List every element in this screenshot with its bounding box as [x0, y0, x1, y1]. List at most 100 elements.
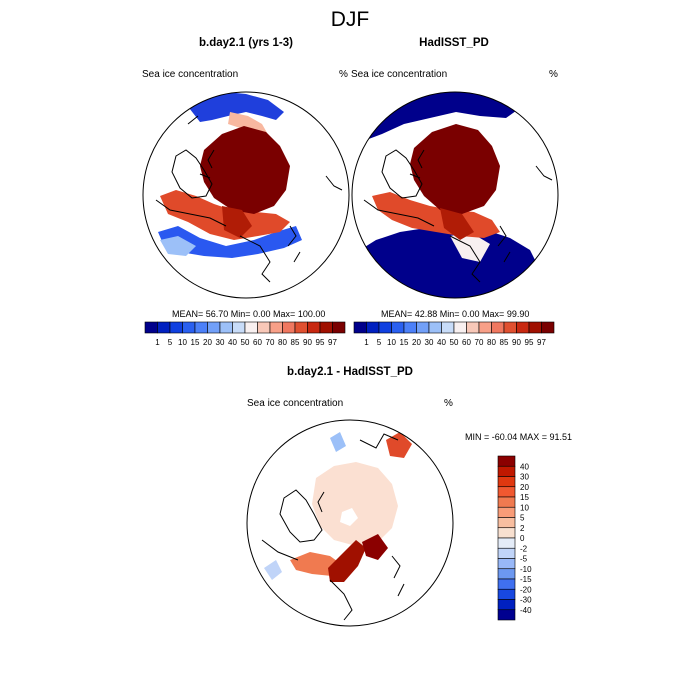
right-colorbar: 1 5 10 15 20 30 40 50 60 70 80 85 90 95 97 — [353, 321, 555, 347]
diff-map-positive-north — [386, 432, 412, 458]
left-colorbar-tick-label: 97 — [328, 338, 337, 347]
right-map-coast-archipelago — [409, 149, 425, 179]
diff-map-coast-siberia — [261, 539, 353, 621]
diff-map — [246, 419, 454, 627]
right-map-coast-siberia — [363, 199, 481, 283]
right-colorbar-box — [503, 321, 517, 334]
left-colorbar-tick-label: 40 — [228, 338, 237, 347]
right-colorbar-tick-label: 85 — [500, 338, 509, 347]
left-colorbar-tick-label: 70 — [266, 338, 275, 347]
left-colorbar-box — [194, 321, 208, 334]
right-colorbar-tick-label: 30 — [425, 338, 434, 347]
left-panel-units-label: % — [339, 69, 348, 80]
left-colorbar-tick-label: 95 — [316, 338, 325, 347]
right-colorbar-box — [453, 321, 467, 334]
right-colorbar-box — [353, 321, 367, 334]
left-colorbar-tick-label: 30 — [216, 338, 225, 347]
right-colorbar-tick-label: 70 — [475, 338, 484, 347]
right-panel-title: HadISST_PD — [419, 37, 489, 49]
left-colorbar-box — [144, 321, 158, 334]
diff-colorbar-box — [497, 465, 516, 477]
diff-colorbar-tick-label: 5 — [520, 514, 525, 523]
right-colorbar-box — [528, 321, 542, 334]
right-colorbar-tick-label: 60 — [462, 338, 471, 347]
right-colorbar-box — [403, 321, 417, 334]
diff-colorbar-box — [497, 486, 516, 498]
right-colorbar-tick-label: 95 — [525, 338, 534, 347]
right-colorbar-tick-label: 50 — [450, 338, 459, 347]
right-panel-units-label: % — [549, 69, 558, 80]
right-colorbar-tick-label: 5 — [377, 338, 382, 347]
diff-colorbar-tick-label: -15 — [520, 575, 532, 584]
diff-colorbar-tick-label: 20 — [520, 483, 529, 492]
left-map-ice-tongue — [222, 206, 252, 238]
diff-colorbar-box — [497, 609, 516, 621]
left-colorbar-tick-label: 85 — [291, 338, 300, 347]
left-colorbar-box — [219, 321, 233, 334]
left-colorbar-tick-label: 80 — [278, 338, 287, 347]
diff-map-negative-north — [330, 432, 346, 452]
right-colorbar-box — [441, 321, 455, 334]
diff-colorbar-tick-label: 15 — [520, 493, 529, 502]
right-colorbar-tick-label: 97 — [537, 338, 546, 347]
right-colorbar-box — [428, 321, 442, 334]
diff-map-negative-south — [264, 560, 282, 580]
diff-colorbar-box — [497, 537, 516, 549]
diff-map-central-neutral — [340, 508, 358, 526]
right-colorbar-tick-label: 10 — [387, 338, 396, 347]
right-colorbar-box — [378, 321, 392, 334]
left-map-coast-islands — [187, 115, 199, 125]
left-colorbar-tick-label: 20 — [203, 338, 212, 347]
left-colorbar-box — [157, 321, 171, 334]
left-colorbar-box — [244, 321, 258, 334]
right-map-ice-tongue — [440, 208, 474, 240]
left-colorbar-tick-label: 1 — [155, 338, 160, 347]
left-colorbar-box — [207, 321, 221, 334]
right-panel-variable-label: Sea ice concentration — [351, 69, 448, 80]
diff-map-coast-scandinavia — [391, 555, 405, 597]
diff-colorbar-box — [497, 517, 516, 529]
left-map-ice-light-patch — [160, 236, 196, 256]
diff-colorbar-box — [497, 506, 516, 518]
diff-panel-stats: MIN = -60.04 MAX = 91.51 — [465, 432, 573, 442]
right-map — [351, 91, 559, 299]
diff-colorbar-box — [497, 578, 516, 590]
right-colorbar-box — [416, 321, 430, 334]
diff-colorbar-tick-label: 2 — [520, 524, 525, 533]
right-colorbar-box — [541, 321, 555, 334]
diff-panel-variable-label: Sea ice concentration — [247, 398, 344, 409]
right-colorbar-tick-label: 1 — [364, 338, 369, 347]
diff-colorbar-tick-label: -30 — [520, 596, 532, 605]
diff-colorbar-box — [497, 547, 516, 559]
diff-colorbar-box — [497, 568, 516, 580]
diff-colorbar-tick-label: 10 — [520, 503, 529, 512]
right-colorbar-tick-label: 80 — [487, 338, 496, 347]
right-map-coast-greenland — [381, 149, 423, 199]
diff-colorbar-tick-label: 40 — [520, 462, 529, 471]
right-map-open-water-south — [360, 226, 540, 298]
diff-colorbar-tick-label: -20 — [520, 585, 532, 594]
diff-colorbar-tick-label: -5 — [520, 555, 528, 564]
left-map-coast-archipelago — [199, 149, 215, 179]
left-map-coast-alaska — [325, 175, 343, 191]
left-map-ice-marginal-south — [158, 226, 302, 258]
left-colorbar-tick-label: 50 — [241, 338, 250, 347]
diff-colorbar-box — [497, 558, 516, 570]
left-map-coast-scandinavia — [287, 225, 301, 263]
left-colorbar-box — [269, 321, 283, 334]
diff-panel-title: b.day2.1 - HadISST_PD — [287, 366, 413, 378]
left-map-coast-greenland — [171, 149, 213, 199]
diff-colorbar-tick-label: -2 — [520, 544, 528, 553]
left-colorbar-box — [182, 321, 196, 334]
left-colorbar-box — [232, 321, 246, 334]
left-map-central-pack — [200, 126, 290, 214]
left-map-ice-marginal-north — [186, 92, 284, 122]
diff-colorbar-box — [497, 476, 516, 488]
diff-map-coast-alaska — [359, 433, 399, 449]
left-colorbar-tick-label: 5 — [168, 338, 173, 347]
left-colorbar-tick-label: 15 — [191, 338, 200, 347]
right-colorbar-tick-label: 15 — [400, 338, 409, 347]
left-colorbar-box — [257, 321, 271, 334]
